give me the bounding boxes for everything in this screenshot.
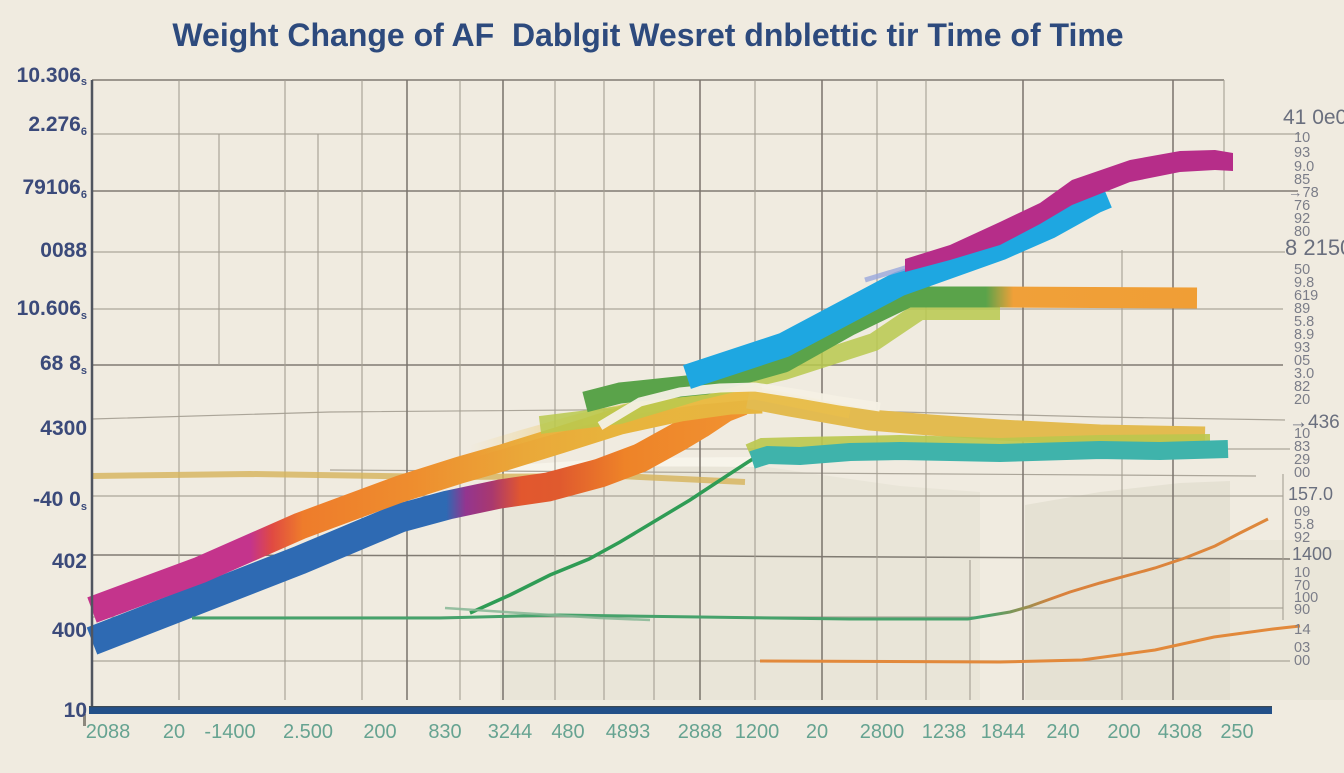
- svg-text:1400: 1400: [1292, 544, 1332, 564]
- svg-text:09: 09: [1294, 504, 1310, 520]
- svg-text:Weight Change of AF Dablgit W: Weight Change of AF Dablgit Wesret dnble…: [172, 17, 1123, 53]
- svg-text:400: 400: [52, 619, 87, 642]
- svg-text:14: 14: [1294, 621, 1311, 638]
- svg-text:619: 619: [1294, 288, 1318, 304]
- svg-text:83: 83: [1294, 439, 1310, 455]
- svg-text:4893: 4893: [606, 721, 651, 743]
- svg-text:9.0: 9.0: [1294, 159, 1314, 175]
- svg-text:76: 76: [1294, 198, 1310, 214]
- svg-text:3.0: 3.0: [1294, 366, 1314, 382]
- svg-text:200: 200: [1107, 721, 1140, 743]
- svg-text:3244: 3244: [488, 721, 533, 743]
- svg-text:→436: →436: [1289, 412, 1340, 433]
- svg-text:29: 29: [1294, 452, 1310, 468]
- svg-text:402: 402: [52, 550, 87, 573]
- svg-text:2800: 2800: [860, 721, 905, 743]
- svg-text:89: 89: [1294, 301, 1310, 317]
- svg-text:70: 70: [1294, 578, 1310, 594]
- svg-text:93: 93: [1294, 145, 1310, 161]
- svg-text:10: 10: [1294, 130, 1310, 146]
- svg-text:03: 03: [1294, 640, 1310, 656]
- svg-text:50: 50: [1294, 262, 1310, 278]
- svg-text:8 2150: 8 2150: [1285, 235, 1344, 260]
- svg-text:4308: 4308: [1158, 721, 1203, 743]
- svg-text:10.306s: 10.306s: [17, 64, 87, 88]
- svg-text:20: 20: [1294, 392, 1310, 408]
- svg-text:20: 20: [806, 721, 828, 743]
- svg-text:1844: 1844: [981, 721, 1026, 743]
- svg-text:1238: 1238: [922, 721, 967, 743]
- svg-text:00: 00: [1294, 465, 1310, 481]
- svg-text:92: 92: [1294, 211, 1310, 227]
- svg-text:791066: 791066: [22, 176, 87, 201]
- svg-text:0088: 0088: [40, 239, 87, 262]
- svg-text:2888: 2888: [678, 721, 723, 743]
- svg-text:-40 0s: -40 0s: [33, 488, 87, 513]
- svg-text:9.8: 9.8: [1294, 275, 1314, 291]
- svg-text:250: 250: [1220, 721, 1253, 743]
- svg-text:10: 10: [64, 699, 87, 722]
- svg-text:5.8: 5.8: [1294, 517, 1314, 533]
- svg-text:240: 240: [1046, 721, 1079, 743]
- svg-text:10.606s: 10.606s: [17, 297, 87, 322]
- svg-text:10: 10: [1294, 565, 1310, 581]
- svg-text:82: 82: [1294, 379, 1310, 395]
- svg-text:93: 93: [1294, 340, 1310, 356]
- svg-text:157.0: 157.0: [1288, 484, 1333, 504]
- svg-text:92: 92: [1294, 530, 1310, 546]
- svg-text:20: 20: [163, 721, 185, 743]
- svg-text:2088: 2088: [86, 721, 131, 743]
- svg-text:2.500: 2.500: [283, 721, 333, 743]
- svg-text:4300: 4300: [40, 417, 87, 440]
- svg-text:8.9: 8.9: [1294, 327, 1314, 343]
- svg-text:830: 830: [428, 721, 461, 743]
- svg-text:480: 480: [551, 721, 584, 743]
- svg-text:85: 85: [1294, 172, 1310, 188]
- svg-text:-1400: -1400: [204, 721, 255, 743]
- svg-text:1200: 1200: [735, 721, 780, 743]
- svg-text:00: 00: [1294, 653, 1310, 669]
- svg-text:5.8: 5.8: [1294, 314, 1314, 330]
- svg-text:90: 90: [1294, 602, 1310, 618]
- svg-text:05: 05: [1294, 353, 1310, 369]
- svg-text:2.2766: 2.2766: [28, 113, 87, 138]
- svg-text:100: 100: [1294, 590, 1318, 606]
- svg-text:68 8s: 68 8s: [40, 352, 87, 377]
- svg-text:200: 200: [363, 721, 396, 743]
- svg-text:41 0e0: 41 0e0: [1283, 106, 1344, 129]
- svg-text:10: 10: [1294, 426, 1310, 442]
- svg-text:80: 80: [1294, 224, 1310, 240]
- svg-text:→78: →78: [1288, 185, 1319, 201]
